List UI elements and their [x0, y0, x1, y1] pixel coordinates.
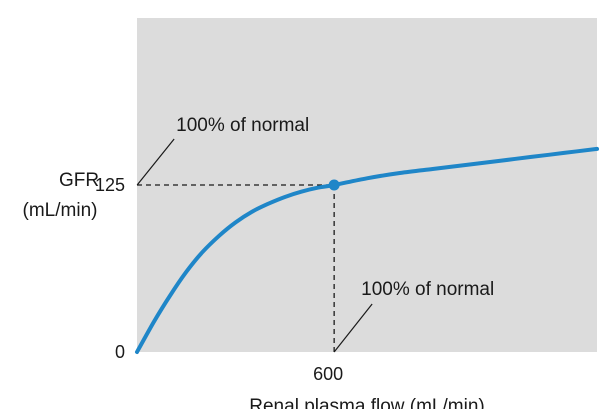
annotation-leader-y — [136, 138, 175, 186]
gfr-curve — [135, 146, 599, 354]
annotation-normal-rpf: 100% of normal — [361, 279, 494, 300]
plot-area — [137, 18, 597, 352]
y-tick-label: 0 — [115, 342, 125, 362]
normal-point-marker — [328, 179, 340, 191]
annotation-normal-gfr: 100% of normal — [176, 115, 309, 136]
x-axis-title: Renal plasma flow (mL/min) — [249, 396, 484, 409]
y-axis-title-line2: (mL/min) — [23, 200, 98, 221]
annotation-leader-x — [333, 303, 373, 353]
y-axis-title-line1: GFR — [59, 170, 99, 191]
y-tick-label: 125 — [95, 175, 125, 195]
x-tick-label: 600 — [313, 364, 343, 384]
